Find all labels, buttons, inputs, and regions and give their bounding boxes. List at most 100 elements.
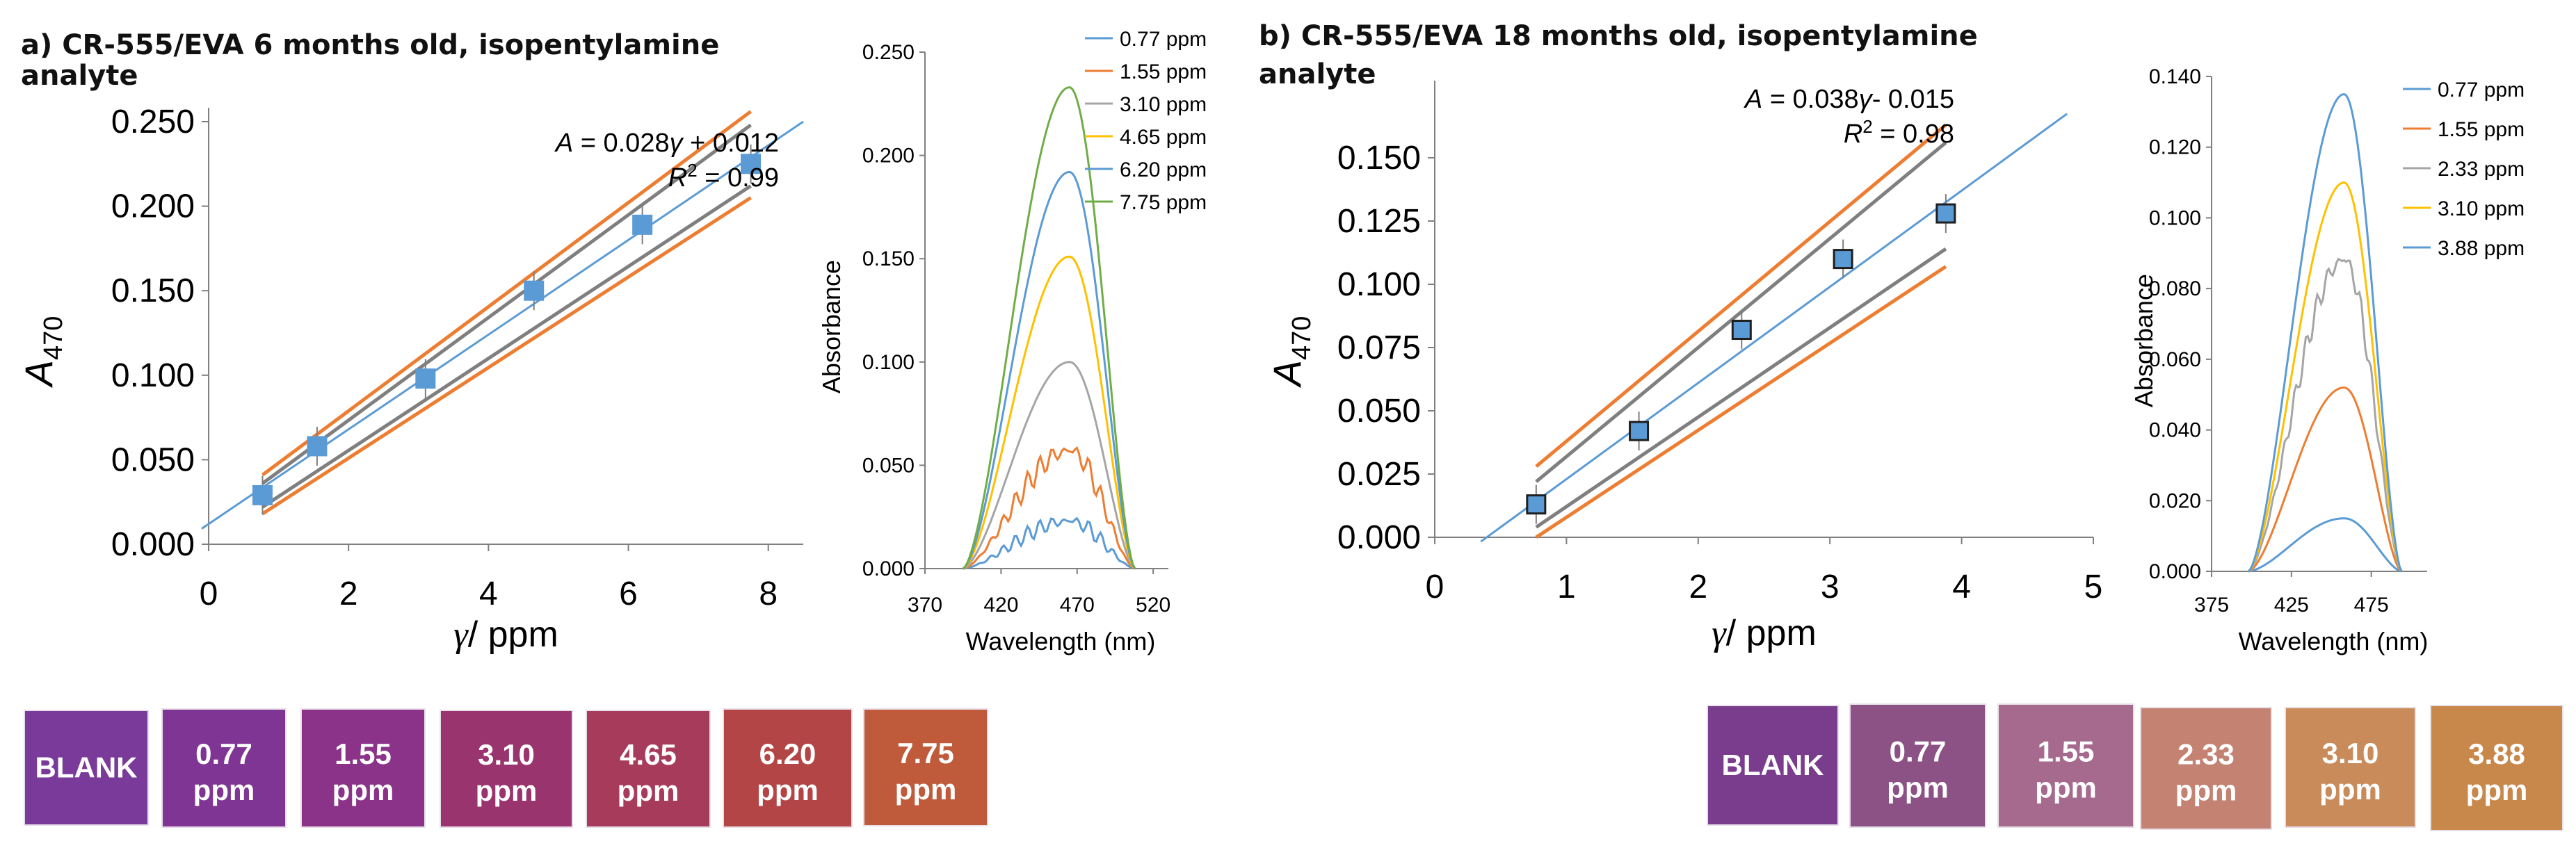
data-point <box>741 154 762 174</box>
x-tick-label: 4 <box>479 576 498 612</box>
y-tick-label: 0.150 <box>111 272 195 309</box>
x-tick-label: 4 <box>1952 569 1971 605</box>
swatch-color <box>2430 705 2563 831</box>
swatch-concentration: 3.10 <box>478 738 535 771</box>
swatch-color <box>24 710 149 826</box>
data-point <box>1629 421 1650 441</box>
x-axis-label-unit: / ppm <box>468 614 558 655</box>
y-axis-label: A470 <box>17 316 68 389</box>
swatch: 1.55 ppm <box>1997 703 2134 828</box>
panel-b-title-line1: b) CR-555/EVA 18 months old, isopentylam… <box>1259 20 1978 52</box>
fit-line <box>1480 113 2068 543</box>
r-squared-part: R <box>668 163 687 193</box>
y-axis-label-sub: 470 <box>1287 316 1317 360</box>
y-tick-label: 0.050 <box>862 454 915 477</box>
legend-label: 7.75 ppm <box>1120 191 1207 214</box>
confidence-line <box>261 184 752 509</box>
swatch-unit: ppm <box>193 774 255 806</box>
data-point <box>252 484 273 505</box>
legend-label: 1.55 ppm <box>1120 60 1207 83</box>
x-tick-label: 2 <box>1689 569 1707 605</box>
data-point <box>307 436 328 457</box>
y-tick-label: 0.080 <box>2149 277 2201 300</box>
y-tick-label: 0.020 <box>2149 489 2201 512</box>
y-tick-label: 0.120 <box>2149 136 2201 159</box>
swatch-unit: ppm <box>2466 774 2528 806</box>
x-tick-label: 375 <box>2194 594 2229 617</box>
data-point <box>1935 203 1956 224</box>
y-tick-label: 0.125 <box>1337 203 1421 240</box>
swatch: 1.55 ppm <box>300 708 426 828</box>
swatch-concentration: 2.33 <box>2177 738 2235 771</box>
r-squared: R2 = 0.98 <box>1844 116 1954 149</box>
spectrum-line <box>963 446 1136 570</box>
data-point <box>1526 494 1547 515</box>
fit-equation-part: = 0.028 <box>573 129 669 158</box>
legend-label: 4.65 ppm <box>1120 126 1207 149</box>
y-tick-label: 0.200 <box>862 145 915 168</box>
x-tick-label: 8 <box>759 576 778 612</box>
panel-a-title-line2: analyte <box>21 60 138 92</box>
y-tick-label: 0.000 <box>111 526 195 563</box>
x-tick-label: 1 <box>1557 569 1576 605</box>
x-axis-label: Wavelength (nm) <box>2239 627 2429 655</box>
fit-equation-part: A <box>1744 85 1762 114</box>
swatch: 0.77 ppm <box>161 708 287 828</box>
y-axis-label-main: A <box>1265 360 1309 388</box>
fit-equation-part: + 0.012 <box>683 129 779 158</box>
y-tick-label: 0.050 <box>1337 393 1421 430</box>
swatch: 6.20 ppm <box>723 708 853 828</box>
swatch-unit: ppm <box>2319 773 2381 806</box>
x-tick-label: 475 <box>2354 594 2389 617</box>
spectrum-line <box>2247 257 2403 573</box>
swatch-unit: ppm <box>1887 772 1949 804</box>
y-tick-label: 0.040 <box>2149 419 2201 442</box>
x-tick-label: 6 <box>619 576 638 612</box>
swatch-color <box>1997 703 2134 828</box>
y-tick-label: 0.150 <box>862 247 915 270</box>
x-tick-label: 2 <box>339 576 358 612</box>
confidence-line <box>261 123 752 485</box>
swatch-color <box>863 708 988 826</box>
y-axis-label: Absorbance <box>817 260 846 393</box>
y-tick-label: 0.140 <box>2149 65 2201 88</box>
swatch-unit: ppm <box>2175 774 2237 807</box>
swatch: 3.88 ppm <box>2430 705 2563 831</box>
swatch-color <box>440 710 573 828</box>
r-squared-part: 2 <box>1862 116 1872 137</box>
swatch-color <box>586 710 711 828</box>
swatch-label: BLANK <box>35 751 138 784</box>
x-tick-label: 425 <box>2274 594 2309 617</box>
swatch-concentration: 7.75 <box>897 737 954 769</box>
swatch-concentration: 0.77 <box>195 737 252 770</box>
swatch-unit: ppm <box>618 774 679 807</box>
swatch-color <box>2285 707 2416 828</box>
x-tick-label: 420 <box>983 594 1018 617</box>
legend-label: 3.10 ppm <box>1120 93 1207 116</box>
y-tick-label: 0.000 <box>862 557 915 580</box>
y-tick-label: 0.100 <box>862 351 915 374</box>
spectrum-line <box>2247 181 2403 573</box>
data-point <box>415 368 436 389</box>
swatch-label: BLANK <box>1722 749 1824 781</box>
fit-equation-part: γ <box>1859 85 1874 114</box>
spectrum-line <box>2248 517 2402 573</box>
swatch-unit: ppm <box>895 773 957 806</box>
swatch: 7.75 ppm <box>863 708 988 826</box>
y-tick-label: 0.250 <box>111 104 195 140</box>
y-tick-label: 0.050 <box>111 441 195 478</box>
fit-line <box>201 120 804 530</box>
swatch-color <box>723 708 853 828</box>
y-tick-label: 0.250 <box>862 41 915 64</box>
x-axis-label-symbol: γ <box>453 615 469 655</box>
confidence-line <box>261 196 752 516</box>
x-axis-label-unit: / ppm <box>1726 613 1817 653</box>
x-tick-label: 0 <box>1426 569 1444 605</box>
r-squared-part: = 0.98 <box>1873 120 1954 149</box>
r-squared-part: 2 <box>687 160 697 181</box>
